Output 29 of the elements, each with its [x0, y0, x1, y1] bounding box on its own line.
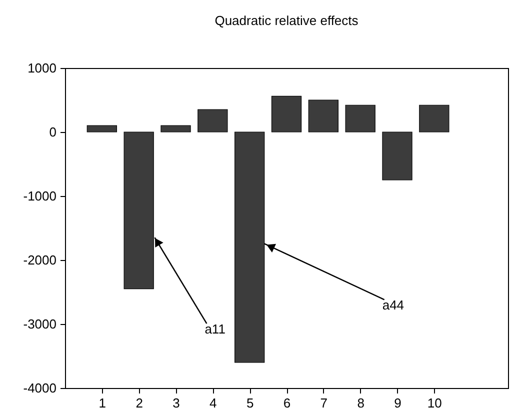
chart-title: Quadratic relative effects — [214, 13, 359, 28]
bar — [198, 109, 228, 132]
bar — [382, 132, 412, 180]
x-tick-label: 2 — [136, 396, 143, 410]
y-tick-label: -4000 — [23, 380, 56, 396]
bar — [308, 100, 338, 132]
annotation: a11 — [204, 322, 226, 337]
bar — [234, 132, 265, 363]
bar — [160, 125, 191, 132]
x-tick-label: 7 — [320, 396, 328, 410]
x-tick-label: 3 — [172, 396, 180, 410]
x-tick-label: 8 — [357, 396, 364, 410]
bar — [419, 104, 450, 132]
x-tick-label: 9 — [394, 396, 402, 410]
y-tick-label: -3000 — [23, 316, 56, 332]
y-tick-label: 1000 — [28, 60, 56, 76]
annotation: a44 — [382, 298, 404, 313]
bar — [271, 96, 302, 132]
x-tick-label: 6 — [283, 396, 291, 410]
x-tick-label: 1 — [98, 396, 106, 410]
x-tick-label: 5 — [246, 396, 254, 410]
bar — [345, 104, 376, 132]
y-tick-label: -1000 — [23, 188, 56, 204]
x-tick-label: 10 — [427, 396, 442, 410]
bar — [124, 132, 154, 290]
y-tick-label: 0 — [49, 124, 56, 140]
bar — [86, 125, 117, 132]
y-tick-label: -2000 — [23, 252, 56, 268]
x-tick-label: 4 — [210, 396, 217, 410]
